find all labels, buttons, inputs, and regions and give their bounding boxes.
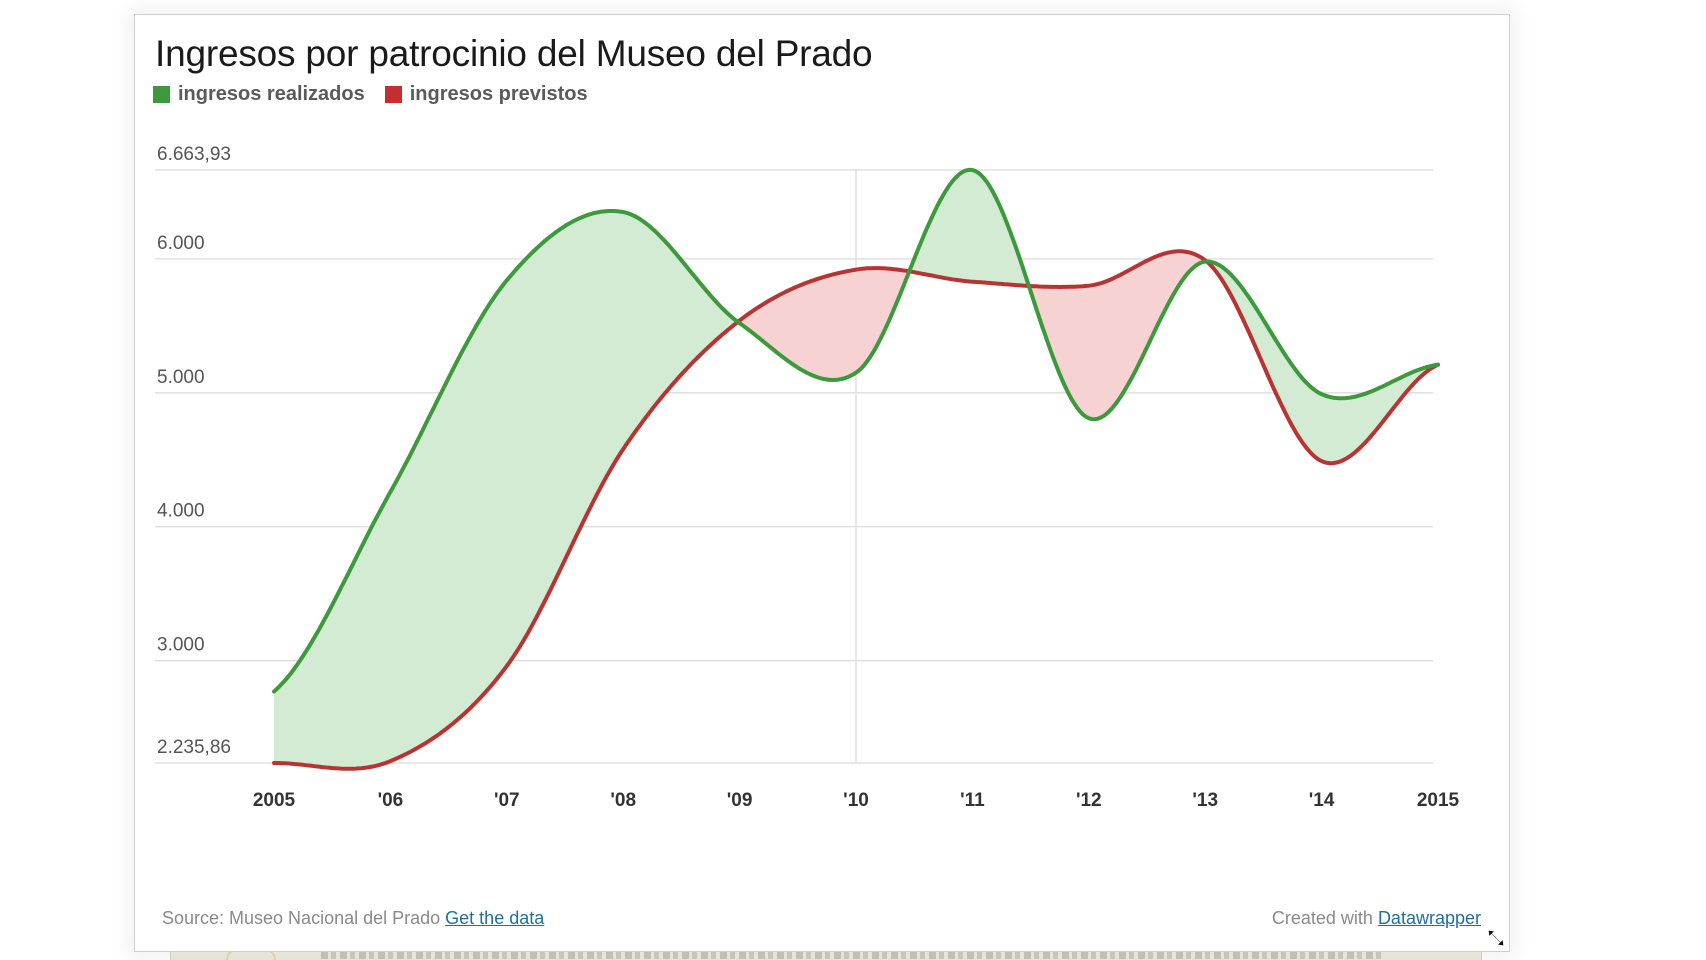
- legend-swatch-green-icon: [153, 86, 170, 103]
- x-tick-label: '10: [843, 790, 869, 811]
- chart-title: Ingresos por patrocinio del Museo del Pr…: [155, 33, 873, 74]
- get-the-data-link[interactable]: Get the data: [445, 908, 545, 928]
- x-tick-label: '12: [1076, 790, 1102, 811]
- legend: ingresos realizados ingresos previstos: [153, 83, 608, 106]
- legend-swatch-red-icon: [384, 86, 402, 103]
- y-tick-label: 5.000: [157, 367, 205, 388]
- series-line-realizados: [272, 167, 1440, 694]
- datawrapper-link[interactable]: Datawrapper: [1377, 908, 1481, 928]
- source-note: Source: Museo Nacional del Prado Get the…: [162, 908, 544, 929]
- series-lines: [272, 167, 1440, 771]
- x-tick-label: '07: [494, 790, 520, 811]
- legend-item-realizados[interactable]: ingresos realizados: [153, 83, 365, 106]
- x-tick-label: '08: [610, 790, 636, 811]
- y-axis-labels: 6.663,93 6.000 5.000 4.000 3.000 2.235,86: [157, 144, 231, 758]
- y-tick-label: 6.000: [157, 233, 205, 254]
- y-tick-label: 3.000: [157, 635, 205, 656]
- y-tick-label: 4.000: [157, 501, 205, 522]
- x-axis-labels: 2005 '06 '07 '08 '09 '10 '11 '12 '13 '14 2015: [253, 790, 1460, 811]
- legend-label: ingresos realizados: [178, 83, 365, 105]
- created-with-text: Created with: [1271, 908, 1373, 928]
- x-tick-label: '11: [960, 790, 985, 811]
- chart-frame: Ingresos por patrocinio del Museo del Pr…: [134, 14, 1510, 952]
- x-tick-label: '06: [378, 790, 404, 811]
- line-chart: 6.663,93 6.000 5.000 4.000 3.000 2.235,86 200…: [155, 144, 1460, 811]
- legend-label: ingresos previstos: [409, 83, 588, 105]
- underlay-cutoff-text: [321, 950, 1381, 959]
- x-tick-label: 2005: [253, 790, 296, 811]
- source-text: Source: Museo Nacional del Prado: [162, 908, 441, 928]
- x-tick-label: '13: [1192, 790, 1218, 811]
- series-line-previstos: [272, 249, 1440, 771]
- x-tick-label: 2015: [1417, 790, 1460, 811]
- credit-note: Created with Datawrapper: [1272, 908, 1481, 929]
- x-tick-label: '09: [727, 790, 753, 811]
- y-tick-label: 2.235,86: [157, 737, 231, 758]
- x-tick-label: '14: [1309, 790, 1335, 811]
- legend-item-previstos[interactable]: ingresos previstos: [384, 83, 588, 106]
- y-tick-label: 6.663,93: [157, 144, 231, 165]
- resize-cursor-icon: [1487, 929, 1505, 947]
